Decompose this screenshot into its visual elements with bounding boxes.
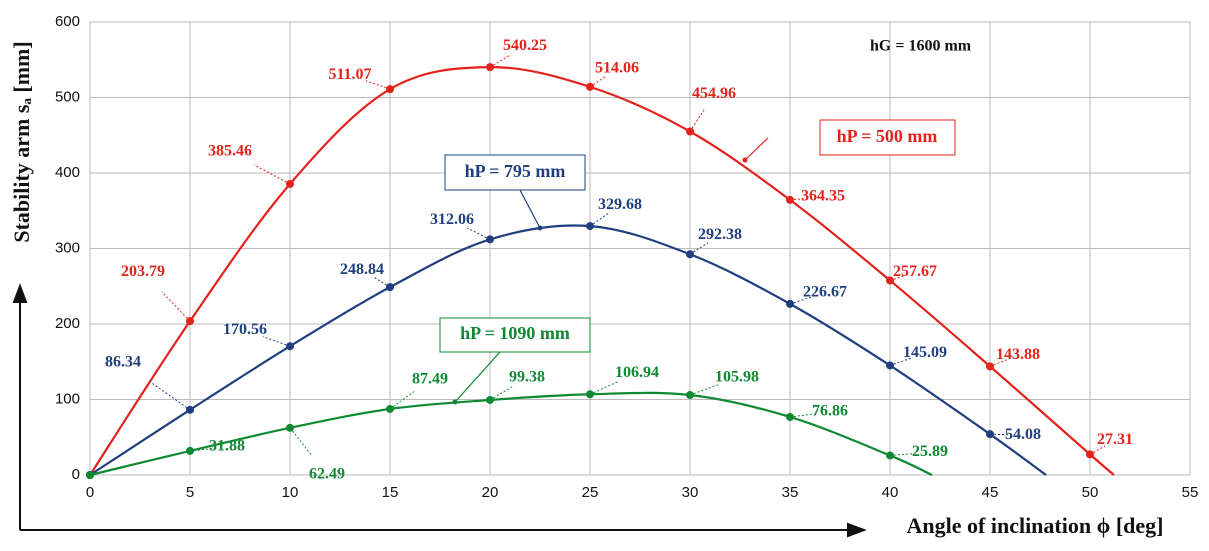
data-label: 170.56 (223, 321, 267, 338)
legend-pointer-tip (452, 399, 458, 405)
x-tick-label: 55 (1182, 484, 1199, 501)
data-label: 105.98 (715, 369, 759, 386)
legend-box (819, 119, 956, 156)
x-axis-label: Angle of inclination ϕ [deg] (907, 513, 1164, 538)
leader-line (161, 291, 191, 322)
leader-line (253, 164, 291, 185)
leader-line (889, 453, 915, 456)
y-axis-label: Stability arm sₐ [mm] (9, 41, 34, 242)
x-tick-label: 40 (882, 484, 899, 501)
data-label: 31.88 (209, 438, 245, 455)
y-tick-label: 200 (55, 315, 80, 332)
data-label: 511.07 (328, 66, 371, 83)
data-label: 145.09 (903, 344, 947, 361)
leader-line (589, 75, 607, 88)
data-label: 54.08 (1005, 426, 1041, 443)
leader-line (989, 359, 1007, 367)
data-label: 454.96 (692, 85, 736, 102)
leader-line (389, 391, 415, 410)
legend-pointer-tip (742, 157, 748, 163)
y-arrow (12, 283, 28, 530)
y-tick-label: 300 (55, 239, 80, 256)
leader-line (989, 433, 1010, 436)
data-label: 27.31 (1097, 431, 1133, 448)
legend-pointer (744, 137, 769, 161)
data-point (686, 250, 694, 259)
x-tick-label: 45 (982, 484, 999, 501)
x-tick-label: 25 (582, 484, 599, 501)
leader-line (1089, 445, 1106, 455)
x-tick-label: 5 (186, 484, 194, 501)
y-tick-label: 500 (55, 88, 80, 105)
x-tick-label: 20 (482, 484, 499, 501)
x-arrow (20, 522, 867, 538)
leader-line (689, 109, 705, 132)
legend-box (444, 154, 586, 191)
data-label: 62.49 (309, 465, 345, 482)
legend-pointer (454, 351, 501, 403)
leader-line (689, 242, 709, 255)
legend-label: hP = 1090 mm (460, 323, 570, 343)
x-tick-label: 10 (282, 484, 299, 501)
leader-line (889, 275, 906, 281)
legend-box (439, 317, 591, 353)
leader-line (149, 381, 191, 411)
leader-line (289, 427, 313, 457)
annotation: hG = 1600 mm (870, 38, 972, 55)
leader-line (589, 381, 619, 395)
leader-line (789, 413, 815, 418)
y-tick-label: 0 (72, 466, 80, 483)
data-label: 76.86 (812, 403, 848, 420)
legend-pointer (519, 189, 541, 229)
leader-line (262, 336, 291, 347)
data-label: 312.06 (430, 211, 474, 228)
legend-label: hP = 500 mm (837, 126, 938, 146)
data-label: 540.25 (503, 37, 547, 54)
data-label: 514.06 (595, 60, 639, 77)
data-label: 385.46 (208, 143, 252, 160)
y-tick-label: 600 (55, 13, 80, 30)
x-tick-label: 0 (86, 484, 94, 501)
leader-line (466, 227, 491, 240)
data-label: 99.38 (509, 369, 545, 386)
x-tick-label: 35 (782, 484, 799, 501)
leader-line (365, 80, 391, 90)
leader-line (372, 276, 391, 288)
x-tick-label: 30 (682, 484, 699, 501)
data-label: 292.38 (698, 226, 742, 243)
legend-pointer-tip (537, 225, 543, 231)
legend-label: hP = 795 mm (465, 161, 566, 181)
data-point (86, 471, 94, 479)
data-label: 257.67 (893, 263, 937, 280)
data-label: 329.68 (598, 196, 642, 213)
series-line (89, 391, 933, 477)
y-tick-label: 100 (55, 390, 80, 407)
data-label: 203.79 (121, 263, 165, 280)
data-label: 25.89 (912, 443, 948, 460)
leader-line (489, 386, 513, 401)
data-label: 106.94 (615, 364, 659, 381)
data-label: 226.67 (803, 284, 847, 301)
x-tick-label: 50 (1082, 484, 1099, 501)
y-tick-label: 400 (55, 164, 80, 181)
data-label: 86.34 (105, 353, 141, 370)
leader-line (689, 384, 719, 396)
x-tick-label: 15 (382, 484, 399, 501)
data-label: 87.49 (412, 371, 448, 388)
leader-line (789, 197, 810, 201)
data-label: 248.84 (340, 261, 384, 278)
leader-line (489, 54, 512, 68)
data-label: 364.35 (801, 188, 845, 205)
data-label: 143.88 (996, 346, 1040, 363)
